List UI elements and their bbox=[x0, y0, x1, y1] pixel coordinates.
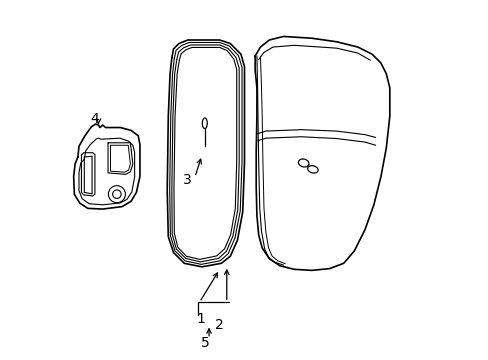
Text: 2: 2 bbox=[215, 318, 224, 332]
Text: 5: 5 bbox=[201, 336, 209, 350]
Text: 1: 1 bbox=[196, 312, 205, 326]
Text: 3: 3 bbox=[183, 173, 192, 187]
Text: 4: 4 bbox=[90, 112, 99, 126]
